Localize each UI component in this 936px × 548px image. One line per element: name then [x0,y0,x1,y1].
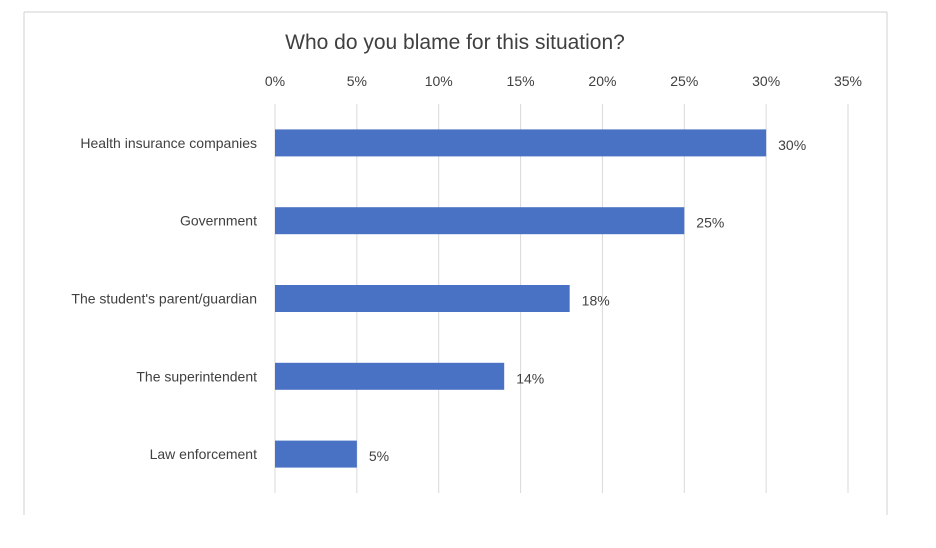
x-tick-label: 30% [752,73,780,89]
bars [275,129,767,468]
data-labels: 30% 25% 18% 14% 5% [369,137,806,464]
x-tick-label: 25% [670,73,698,89]
category-label: Health insurance companies [80,135,257,151]
category-labels: Health insurance companies Government The … [71,135,257,462]
x-tick-label: 5% [347,73,367,89]
data-label: 18% [582,293,610,309]
category-label: Law enforcement [150,446,258,462]
bar-1 [275,207,685,235]
x-axis-ticks: 0% 5% 10% 15% 20% 25% 30% 35% [265,73,862,89]
category-label: Government [180,213,257,229]
bar-4 [275,440,357,468]
bar-2 [275,285,570,312]
data-label: 14% [516,370,544,386]
x-tick-label: 35% [834,73,862,89]
category-label: The student's parent/guardian [71,291,257,307]
data-label: 25% [696,215,724,231]
x-tick-label: 10% [425,73,453,89]
bar-0 [275,129,767,157]
x-tick-label: 20% [588,73,616,89]
bar-3 [275,362,505,390]
chart-title: Who do you blame for this situation? [285,31,625,54]
x-tick-label: 0% [265,73,285,89]
data-label: 5% [369,448,389,464]
data-label: 30% [778,137,806,153]
category-label: The superintendent [136,368,257,384]
x-tick-label: 15% [507,73,535,89]
